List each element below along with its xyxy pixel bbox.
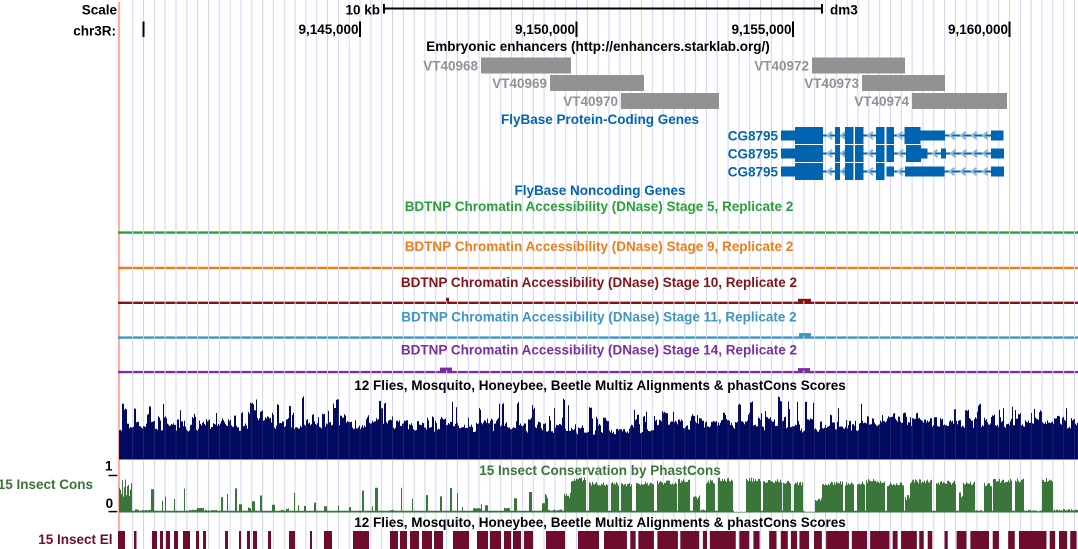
svg-text:BDTNP Chromatin Accessibility: BDTNP Chromatin Accessibility (DNase) St… [401,342,797,357]
svg-text:dm3: dm3 [830,3,858,18]
svg-text:VT40969: VT40969 [492,76,547,91]
svg-text:9,145,000: 9,145,000 [298,22,358,37]
svg-text:VT40973: VT40973 [804,76,859,91]
svg-text:Embryonic enhancers (http://en: Embryonic enhancers (http://enhancers.st… [426,39,770,54]
svg-text:CG8795: CG8795 [728,147,779,162]
svg-text:CG8795: CG8795 [728,129,779,144]
svg-text:9,160,000: 9,160,000 [948,22,1008,37]
svg-text:12 Flies, Mosquito, Honeybee,: 12 Flies, Mosquito, Honeybee, Beetle Mul… [354,515,846,530]
svg-text:1: 1 [105,459,113,474]
svg-text:9,150,000: 9,150,000 [515,22,575,37]
svg-text:FlyBase Noncoding Genes: FlyBase Noncoding Genes [514,183,685,198]
svg-text:BDTNP Chromatin Accessibility: BDTNP Chromatin Accessibility (DNase) St… [405,199,794,214]
svg-text:BDTNP Chromatin Accessibility: BDTNP Chromatin Accessibility (DNase) St… [401,275,797,290]
svg-text:0: 0 [106,496,114,511]
svg-text:VT40974: VT40974 [854,94,909,109]
svg-text:FlyBase Protein-Coding Genes: FlyBase Protein-Coding Genes [501,112,699,127]
svg-text:VT40970: VT40970 [563,94,618,109]
svg-text:VT40968: VT40968 [423,59,478,74]
svg-text:BDTNP Chromatin Accessibility: BDTNP Chromatin Accessibility (DNase) St… [401,310,796,325]
svg-text:15 Insect Conservation by Phas: 15 Insect Conservation by PhastCons [479,463,721,478]
svg-text:15 Insect Cons: 15 Insect Cons [0,477,93,492]
svg-text:10 kb: 10 kb [345,3,380,18]
svg-text:15 Insect El: 15 Insect El [38,532,112,547]
svg-text:BDTNP Chromatin Accessibility: BDTNP Chromatin Accessibility (DNase) St… [405,239,794,254]
svg-text:CG8795: CG8795 [728,165,779,180]
svg-text:Scale: Scale [82,3,118,18]
svg-text:9,155,000: 9,155,000 [731,22,791,37]
svg-text:VT40972: VT40972 [754,59,809,74]
svg-text:12 Flies, Mosquito, Honeybee,: 12 Flies, Mosquito, Honeybee, Beetle Mul… [354,378,846,393]
svg-text:chr3R:: chr3R: [73,24,116,39]
